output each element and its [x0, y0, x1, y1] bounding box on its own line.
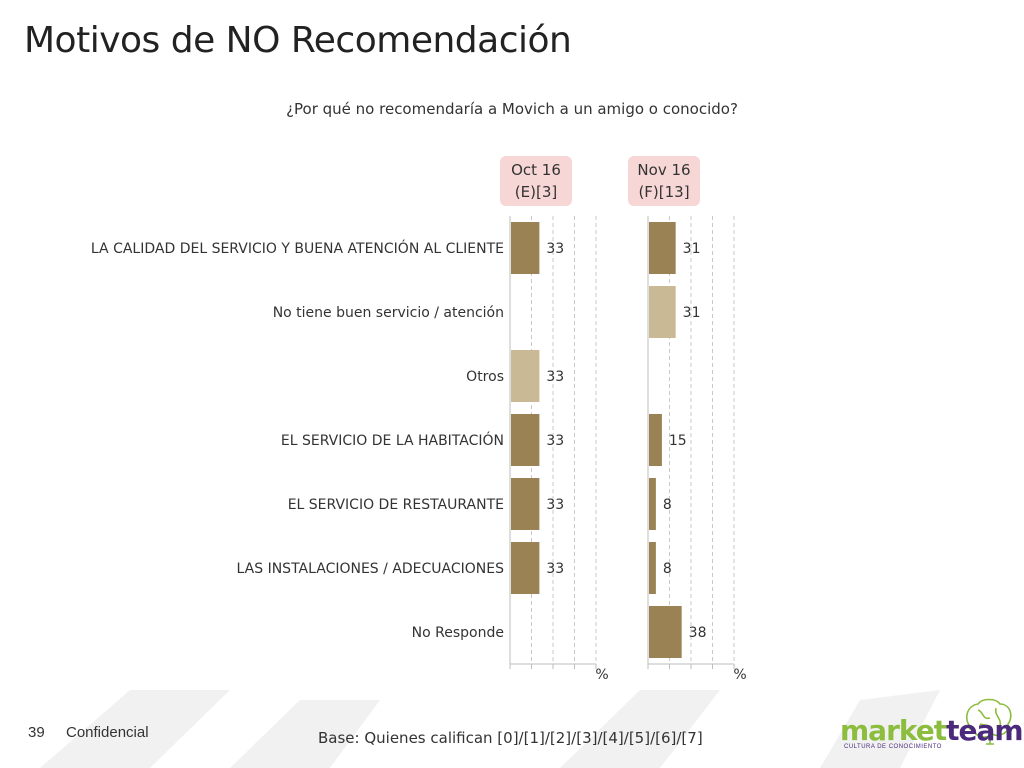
bar	[649, 286, 676, 338]
period-base: (F)[13]	[638, 183, 690, 201]
marketteam-logo: marketteam CULTURA DE CONOCIMIENTO	[840, 696, 1024, 756]
data-label: 33	[546, 561, 564, 577]
confidential-label: Confidencial	[66, 724, 149, 741]
category-label: LA CALIDAD DEL SERVICIO Y BUENA ATENCIÓN…	[91, 239, 504, 257]
data-label: 31	[683, 241, 701, 257]
period-badge-oct: Oct 16 (E)[3]	[500, 156, 572, 206]
bar	[649, 542, 656, 594]
category-label: No tiene buen servicio / atención	[273, 305, 504, 321]
bar	[649, 414, 662, 466]
chart-question: ¿Por qué no recomendaría a Movich a un a…	[286, 100, 738, 118]
category-label: EL SERVICIO DE LA HABITACIÓN	[281, 431, 504, 449]
category-label: EL SERVICIO DE RESTAURANTE	[288, 497, 504, 513]
period-label: Oct 16	[511, 161, 561, 179]
data-label: 33	[546, 497, 564, 513]
logo-tagline: CULTURA DE CONOCIMIENTO	[844, 744, 942, 750]
data-label: 38	[689, 625, 707, 641]
bar	[511, 414, 540, 466]
data-label: 8	[663, 497, 672, 513]
bar	[649, 222, 676, 274]
data-label: 31	[683, 305, 701, 321]
logo-part-team: team	[946, 714, 1023, 747]
bar	[649, 478, 656, 530]
period-label: Nov 16	[637, 161, 691, 179]
logo-wordmark: marketteam	[840, 714, 1024, 747]
brain-icon	[965, 698, 1012, 745]
bar	[649, 606, 682, 658]
period-base: (E)[3]	[514, 183, 558, 201]
bar	[511, 478, 540, 530]
data-label: 8	[663, 561, 672, 577]
category-label: No Responde	[412, 625, 504, 641]
data-label: 33	[546, 369, 564, 385]
period-badge-nov: Nov 16 (F)[13]	[628, 156, 700, 206]
bar	[511, 350, 540, 402]
category-label: LAS INSTALACIONES / ADECUACIONES	[237, 561, 505, 577]
page-title: Motivos de NO Recomendación	[24, 20, 572, 61]
axis-unit-label: %	[595, 667, 608, 683]
axis-unit-label: %	[733, 667, 746, 683]
bar	[511, 222, 540, 274]
data-label: 33	[546, 433, 564, 449]
page-number: 39	[28, 724, 45, 741]
data-label: 15	[669, 433, 687, 449]
base-note: Base: Quienes califican [0]/[1]/[2]/[3]/…	[318, 729, 703, 747]
logo-part-market: market	[840, 714, 947, 747]
data-label: 33	[546, 241, 564, 257]
bar	[511, 542, 540, 594]
category-label: Otros	[466, 369, 504, 385]
